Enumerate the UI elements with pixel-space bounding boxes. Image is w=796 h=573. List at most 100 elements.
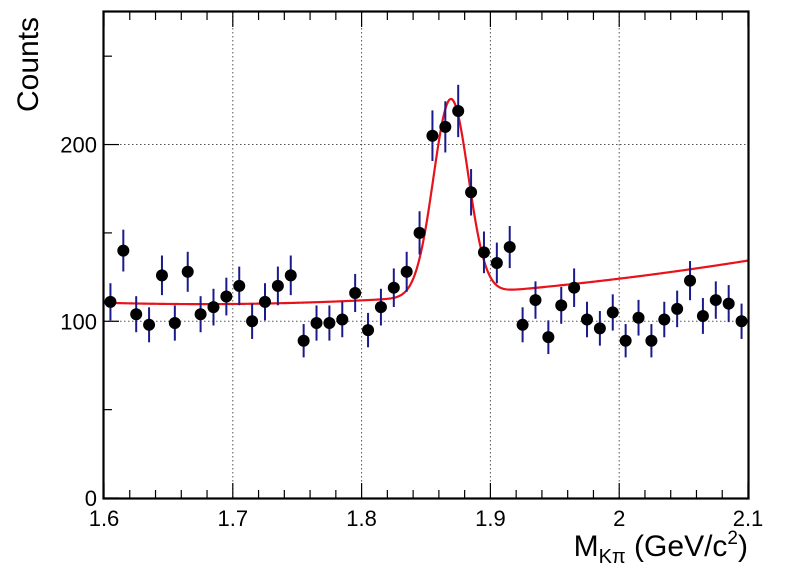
- data-marker: [658, 313, 671, 326]
- data-point: [658, 301, 671, 338]
- data-marker: [581, 313, 593, 326]
- y-tick-label: 200: [60, 133, 97, 158]
- data-marker: [259, 295, 271, 308]
- data-points: [104, 84, 748, 358]
- data-point: [349, 273, 362, 313]
- data-marker: [130, 308, 143, 321]
- x-tick-label: 1.8: [346, 506, 377, 531]
- data-point: [271, 266, 284, 306]
- data-point: [465, 169, 478, 216]
- data-marker: [284, 269, 297, 282]
- data-marker: [400, 265, 413, 278]
- data-point: [259, 283, 271, 321]
- data-point: [323, 305, 336, 341]
- data-point: [645, 324, 658, 358]
- data-marker: [155, 269, 168, 282]
- data-marker: [606, 306, 619, 319]
- y-tick-labels: 0 100 200: [60, 133, 97, 511]
- data-point: [490, 242, 503, 284]
- data-point: [143, 307, 156, 343]
- data-point: [181, 251, 194, 292]
- data-point: [632, 299, 645, 336]
- data-marker: [143, 318, 156, 331]
- data-marker: [465, 186, 478, 199]
- data-point: [581, 301, 593, 338]
- x-tick-label: 2: [613, 506, 625, 531]
- x-tick-label: 1.9: [475, 506, 506, 531]
- data-point: [194, 296, 207, 333]
- y-tick-label: 100: [60, 309, 97, 334]
- data-point: [477, 231, 490, 274]
- data-point: [233, 266, 246, 306]
- data-marker: [632, 311, 645, 324]
- data-point: [117, 229, 130, 272]
- data-marker: [413, 226, 426, 239]
- data-marker: [387, 281, 400, 294]
- data-marker: [207, 301, 220, 314]
- data-point: [696, 298, 709, 334]
- data-marker: [645, 334, 658, 347]
- data-point: [568, 268, 581, 307]
- data-marker: [477, 246, 490, 259]
- data-point: [130, 296, 143, 333]
- data-point: [168, 305, 181, 341]
- data-point: [426, 110, 439, 162]
- data-marker: [349, 286, 362, 299]
- data-point: [284, 255, 297, 296]
- data-marker: [555, 299, 568, 312]
- data-point: [709, 281, 722, 319]
- data-point: [671, 290, 684, 328]
- x-tick-label: 1.6: [89, 506, 120, 531]
- data-marker: [181, 265, 194, 278]
- data-point: [104, 283, 117, 321]
- data-point: [555, 286, 568, 324]
- data-point: [722, 285, 735, 323]
- data-marker: [246, 315, 259, 328]
- data-marker: [696, 309, 709, 322]
- data-marker: [194, 308, 207, 321]
- data-marker: [439, 120, 452, 133]
- axis-ticks: [103, 12, 749, 499]
- data-marker: [374, 301, 387, 314]
- data-marker: [709, 294, 722, 307]
- data-point: [374, 288, 387, 326]
- data-point: [413, 211, 426, 255]
- data-point: [684, 261, 697, 301]
- data-marker: [619, 334, 632, 347]
- data-marker: [271, 279, 284, 292]
- data-marker: [722, 297, 735, 310]
- data-point: [503, 225, 516, 269]
- y-tick-label: 0: [85, 486, 97, 511]
- data-point: [220, 277, 233, 316]
- data-point: [246, 303, 259, 339]
- plot-frame: [102, 10, 750, 500]
- x-tick-label: 2.1: [733, 506, 764, 531]
- data-point: [336, 301, 349, 338]
- data-point: [593, 311, 606, 346]
- data-marker: [426, 129, 439, 142]
- data-marker: [684, 274, 697, 287]
- data-point: [400, 251, 413, 292]
- x-tick-label: 1.7: [218, 506, 249, 531]
- data-marker: [452, 104, 465, 117]
- data-point: [529, 281, 542, 319]
- data-marker: [233, 279, 246, 292]
- data-point: [606, 294, 619, 331]
- data-point: [387, 268, 400, 307]
- data-point: [452, 84, 465, 138]
- data-marker: [362, 324, 375, 337]
- data-point: [619, 324, 632, 358]
- x-axis-title: MKπ (GeV/c2): [574, 528, 748, 568]
- data-marker: [542, 331, 555, 344]
- data-point: [297, 324, 310, 358]
- data-marker: [297, 334, 310, 347]
- data-point: [207, 288, 220, 326]
- data-marker: [503, 241, 516, 254]
- data-marker: [336, 313, 349, 326]
- data-point: [439, 101, 452, 153]
- data-marker: [104, 295, 117, 308]
- data-marker: [323, 317, 336, 330]
- y-axis-title: Counts: [12, 17, 45, 112]
- data-marker: [735, 315, 748, 328]
